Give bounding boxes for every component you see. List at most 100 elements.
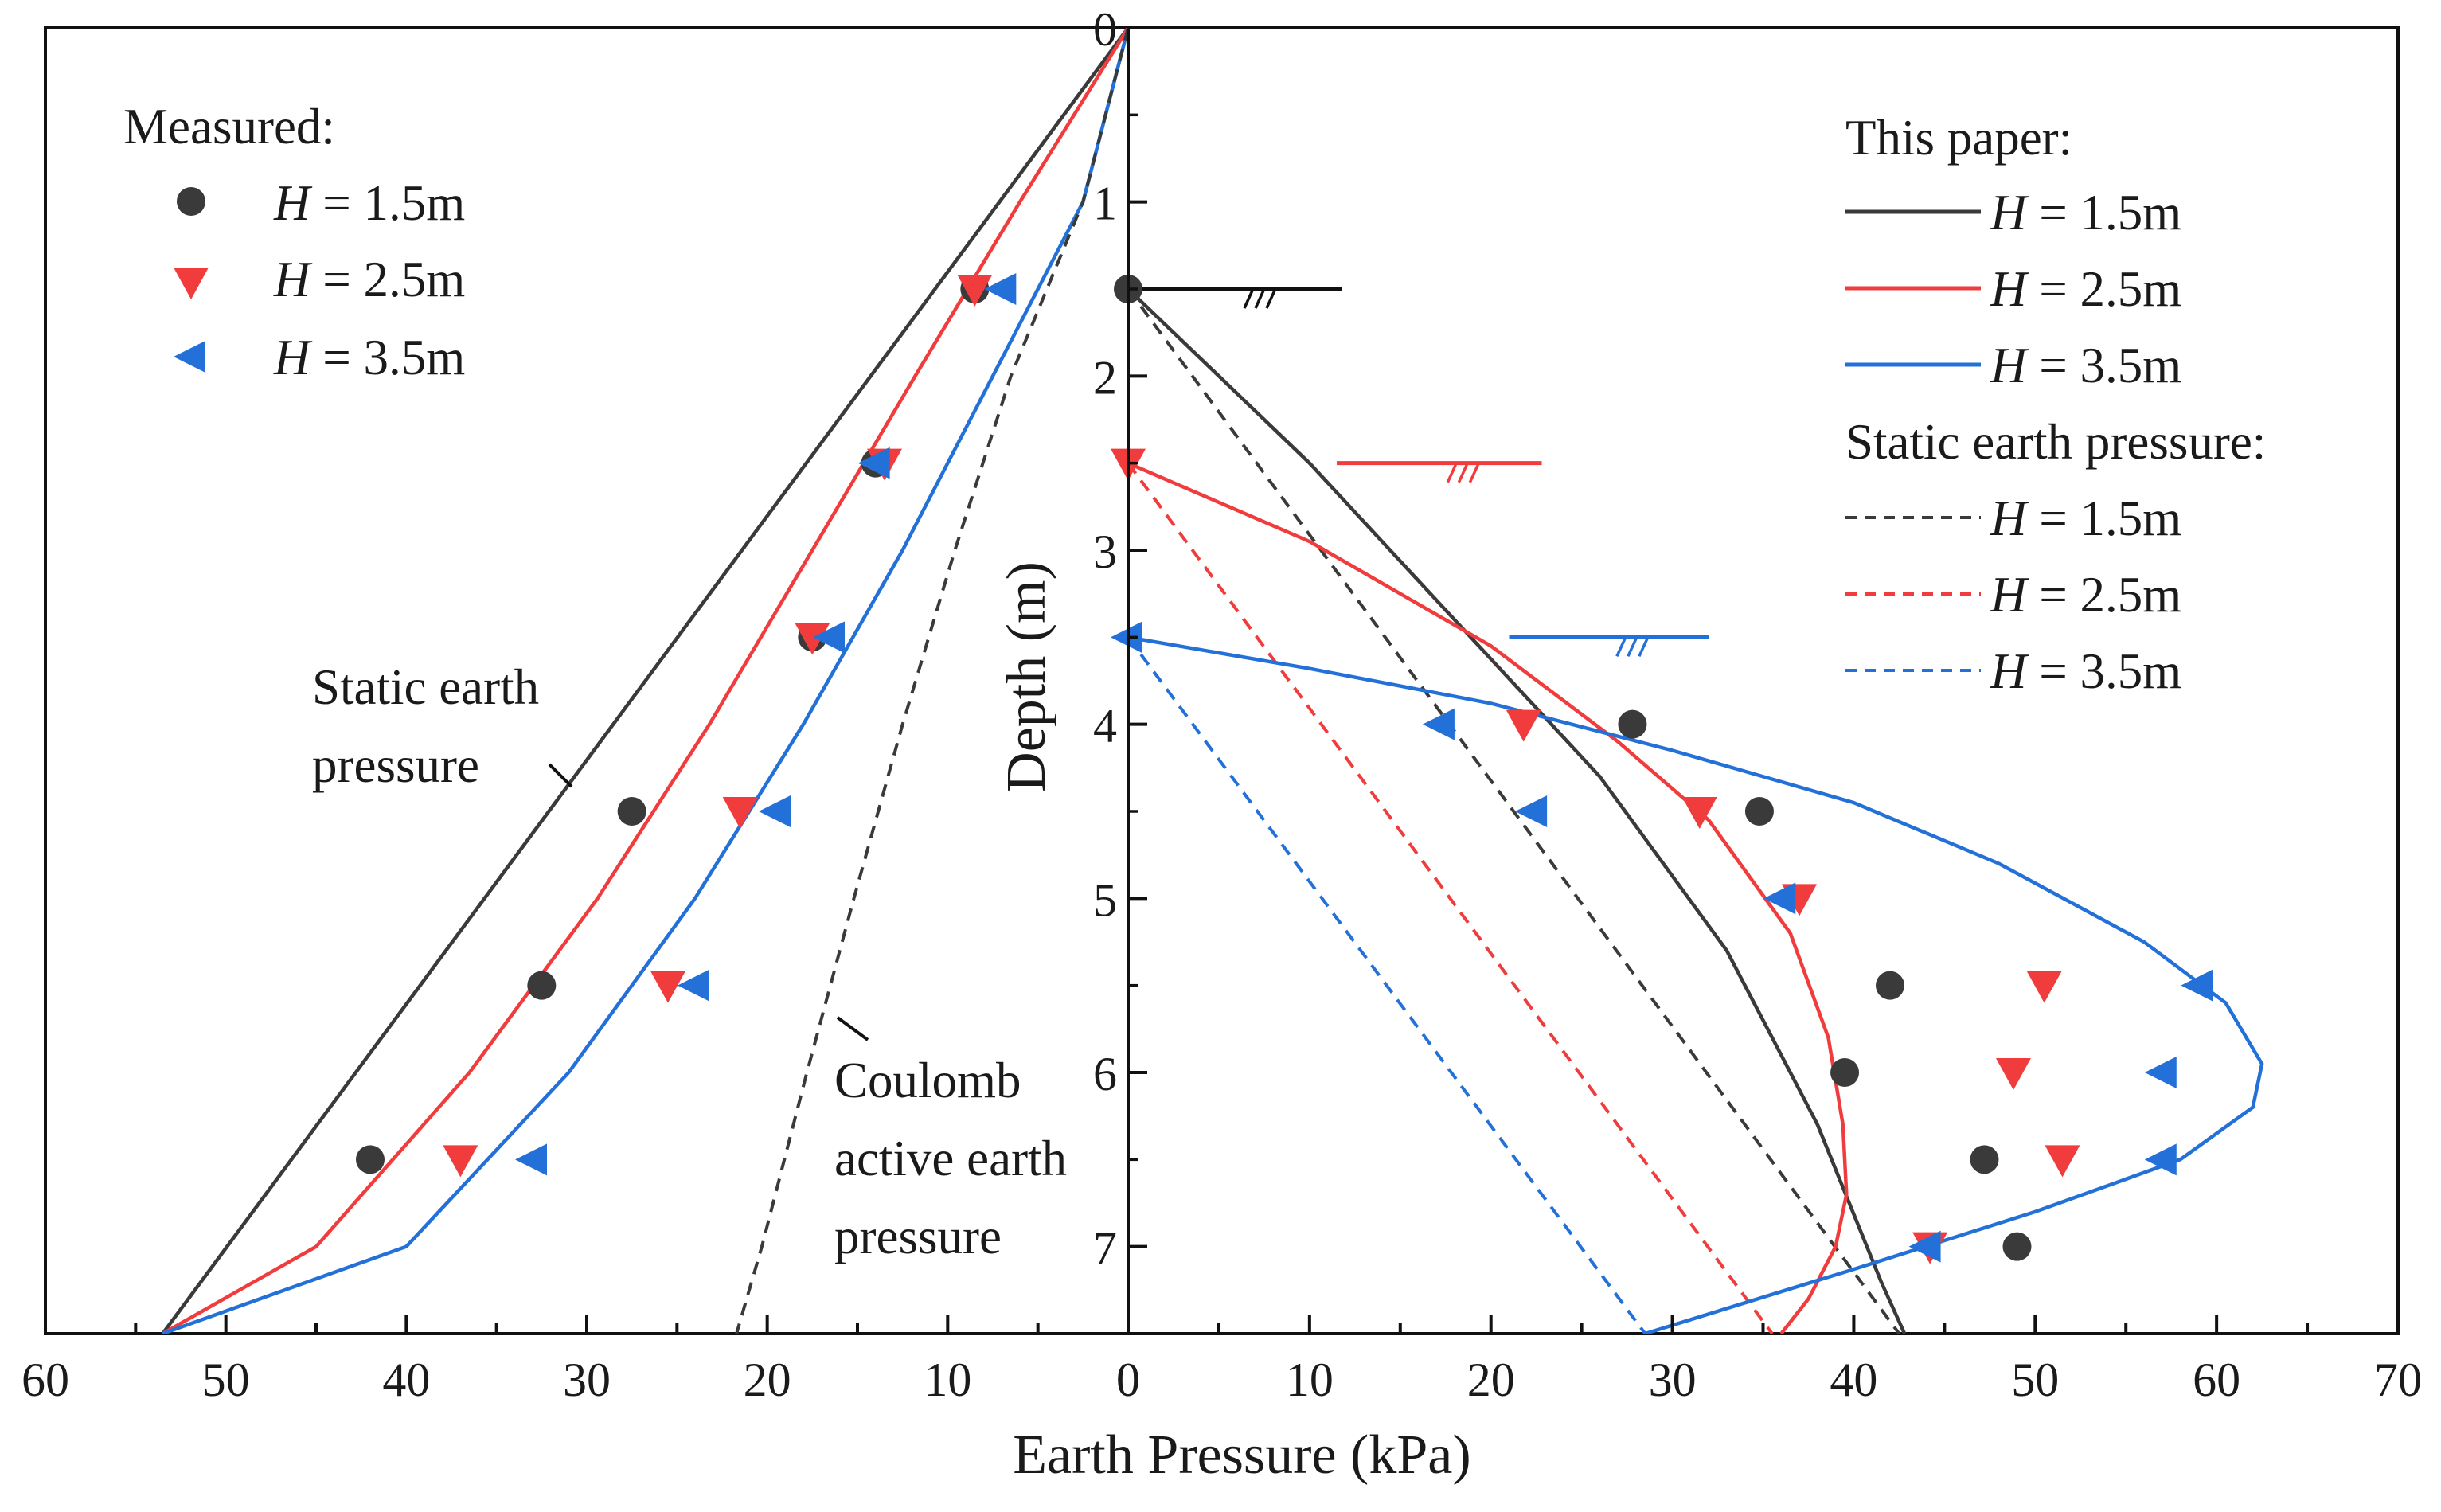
measured-point-left	[984, 273, 1017, 305]
x-tick-label-left: 20	[744, 1354, 791, 1406]
measured-point-left	[722, 797, 758, 829]
x-tick-label-left: 40	[382, 1354, 430, 1406]
annotation-static-earth-pressure: Static earth pressure	[312, 659, 573, 793]
ground-level-marks	[1128, 287, 1709, 658]
ground-hatch	[1243, 290, 1254, 309]
legend-measured-label-3: H = 3.5m	[273, 330, 465, 385]
y-tick-label: 6	[1093, 1048, 1117, 1100]
x-tick-label-left: 60	[21, 1354, 69, 1406]
measured-point-right	[1908, 1230, 1941, 1263]
ground-hatch	[1615, 638, 1627, 658]
legend-dash-label-2: H = 2.5m	[1990, 567, 2181, 623]
measured-point-right	[1830, 1058, 1860, 1087]
legend-static-title: Static earth pressure:	[1845, 414, 2266, 470]
x-tick-label-right: 70	[2374, 1354, 2422, 1406]
measured-point-right	[1876, 971, 1904, 1000]
y-tick-label: 4	[1093, 700, 1117, 752]
x-tick-label-right: 60	[2193, 1354, 2240, 1406]
depth-axis-ticks: 0 1 2 3 4 5 6 7	[1093, 3, 1147, 1275]
measured-point-left	[617, 797, 646, 826]
x-tick-label-right: 50	[2011, 1354, 2059, 1406]
annotation-coulomb-line-3: pressure	[834, 1209, 1002, 1264]
measured-point-right	[2181, 969, 2213, 1002]
y-tick-label: 7	[1093, 1222, 1117, 1275]
legend-measured-label-1: H = 1.5m	[273, 175, 465, 231]
y-axis-title: Depth (m)	[996, 561, 1057, 792]
x-tick-label-left: 0	[1116, 1354, 1140, 1406]
measured-point-right	[1763, 882, 1796, 915]
measured-point-left	[813, 621, 845, 654]
measured-markers	[356, 273, 2213, 1264]
x-tick-label-left: 50	[202, 1354, 250, 1406]
measured-point-left	[356, 1145, 385, 1174]
static-line-h-3-5m	[1128, 636, 1647, 1334]
legend-line-label-1: H = 1.5m	[1990, 185, 2181, 240]
annotation-static-leader	[548, 763, 573, 788]
plot-frame	[44, 26, 2400, 1335]
measured-point-left	[443, 1145, 478, 1178]
measured-point-right	[1422, 708, 1455, 740]
y-tick-label: 5	[1093, 873, 1117, 926]
measured-point-right	[1506, 709, 1541, 742]
measured-point-left	[515, 1143, 547, 1176]
annotation-coulomb-leader	[836, 1016, 869, 1041]
annotation-static-line-1: Static earth	[312, 659, 539, 715]
left-panel-curves	[161, 28, 1128, 1334]
ground-hatch	[1638, 638, 1649, 658]
ground-hatch	[1254, 290, 1265, 309]
x-tick-label-left: 30	[563, 1354, 611, 1406]
legend-marker-triangle-left	[174, 341, 205, 373]
annotation-coulomb-line-1: Coulomb	[834, 1053, 1021, 1108]
annotation-coulomb-line-2: active earth	[834, 1131, 1067, 1186]
measured-point-right	[1681, 797, 1717, 829]
legend-dash-label-1: H = 1.5m	[1990, 490, 2181, 546]
ground-hatch	[1627, 638, 1638, 658]
legend-marker-triangle-down	[174, 268, 209, 299]
static-line-h-1-5m	[1128, 287, 1901, 1334]
x-tick-label-right: 40	[1830, 1354, 1877, 1406]
measured-point-left	[527, 971, 557, 1000]
legend-dash-label-3: H = 3.5m	[1990, 643, 2181, 699]
model-curve-h-1-5m	[1128, 287, 1907, 1334]
ground-hatch	[1468, 463, 1479, 483]
x-tick-label-right: 0	[1116, 1354, 1140, 1406]
measured-point-left	[650, 971, 685, 1003]
measured-point-right	[1515, 795, 1548, 827]
y-tick-label: 3	[1093, 525, 1117, 578]
legend-model: This paper: H = 1.5m H = 2.5m H = 3.5m S…	[1845, 110, 2266, 699]
y-tick-label: 0	[1093, 3, 1117, 56]
x-tick-label-right: 10	[1286, 1354, 1334, 1406]
legend-line-label-3: H = 3.5m	[1990, 338, 2181, 393]
x-tick-label-right: 20	[1467, 1354, 1515, 1406]
legend-measured: Measured: H = 1.5m H = 2.5m H = 3.5m	[123, 99, 465, 385]
measured-point-left	[795, 623, 830, 655]
measured-point-right	[2144, 1143, 2177, 1176]
measured-point-right	[2045, 1145, 2080, 1178]
left-curve-h-2-5m	[162, 28, 1128, 1334]
measured-point-right	[1618, 709, 1647, 739]
measured-point-left	[678, 969, 709, 1002]
measured-point-right	[1995, 1058, 2031, 1090]
static-line-h-2-5m	[1128, 462, 1774, 1334]
measured-point-right	[1970, 1145, 1999, 1174]
x-tick-label-right: 30	[1649, 1354, 1697, 1406]
y-tick-label: 1	[1093, 178, 1117, 230]
legend-marker-circle	[177, 187, 205, 216]
left-curve-h-3-5m	[162, 28, 1128, 1334]
legend-line-label-2: H = 2.5m	[1990, 261, 2181, 317]
legend-measured-title: Measured:	[123, 99, 335, 154]
y-tick-label: 2	[1093, 351, 1117, 404]
legend-this-paper-title: This paper:	[1845, 110, 2072, 166]
x-tick-label-left: 10	[924, 1354, 971, 1406]
left-curve-coulomb-active-earth-pressure	[735, 28, 1128, 1334]
measured-point-right	[2144, 1057, 2177, 1088]
measured-point-right	[2026, 971, 2062, 1003]
x-axis-title: Earth Pressure (kPa)	[1013, 1424, 1470, 1486]
pressure-axis-ticks: 60 50 40 30 20 10 00 10 20 30 40 50 60 70	[21, 1315, 2422, 1406]
ground-hatch	[1457, 463, 1468, 483]
annotation-coulomb: Coulomb active earth pressure	[834, 1016, 1067, 1264]
annotation-static-line-2: pressure	[312, 737, 479, 793]
legend-measured-label-2: H = 2.5m	[273, 252, 465, 307]
measured-point-left	[759, 795, 791, 827]
